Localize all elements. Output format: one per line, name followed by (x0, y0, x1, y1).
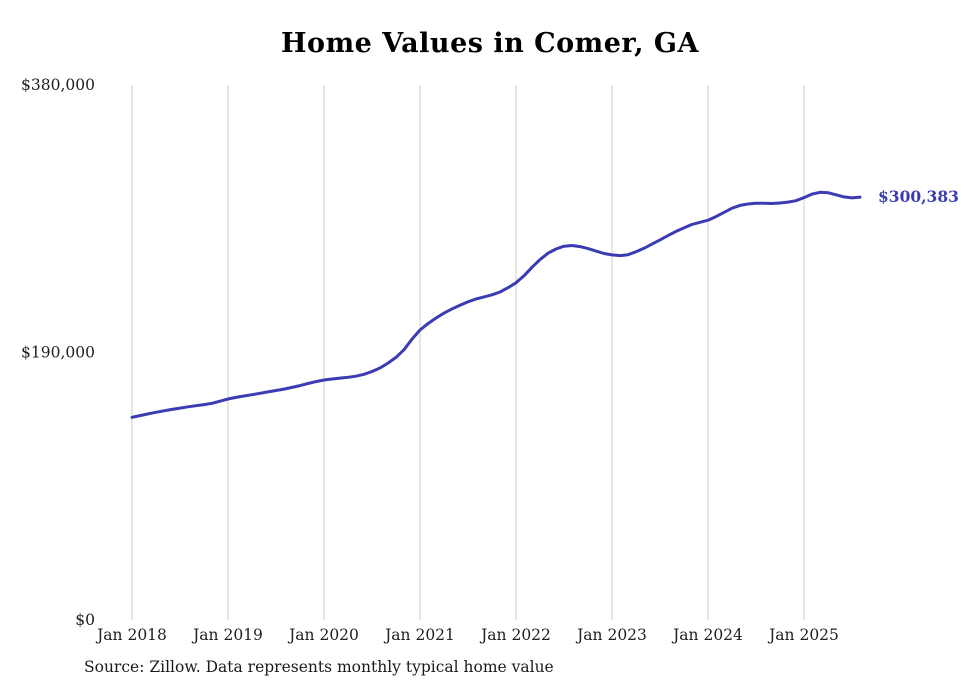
home-value-series-line (130, 190, 862, 419)
x-axis-tick-label: Jan 2019 (191, 626, 263, 644)
latest-value-label: $300,383 (878, 187, 959, 206)
x-axis-tick-label: Jan 2022 (479, 626, 551, 644)
source-note: Source: Zillow. Data represents monthly … (84, 658, 554, 676)
y-axis-tick-label: $0 (75, 611, 95, 629)
x-axis-tick-label: Jan 2020 (287, 626, 359, 644)
home-values-line-chart: Jan 2018 Jan 2019 Jan 2020 Jan 2021 Jan 2022… (21, 76, 959, 644)
x-axis-tick-label: Jan 2024 (671, 626, 743, 644)
y-axis-tick-label: $190,000 (21, 344, 95, 362)
x-axis-tick-label: Jan 2021 (383, 626, 455, 644)
x-axis-tick-label: Jan 2023 (575, 626, 647, 644)
x-axis-tick-label: Jan 2018 (95, 626, 167, 644)
y-axis-tick-label: $380,000 (21, 76, 95, 94)
x-axis-tick-label: Jan 2025 (767, 626, 839, 644)
chart-title: Home Values in Comer, GA (281, 28, 699, 59)
